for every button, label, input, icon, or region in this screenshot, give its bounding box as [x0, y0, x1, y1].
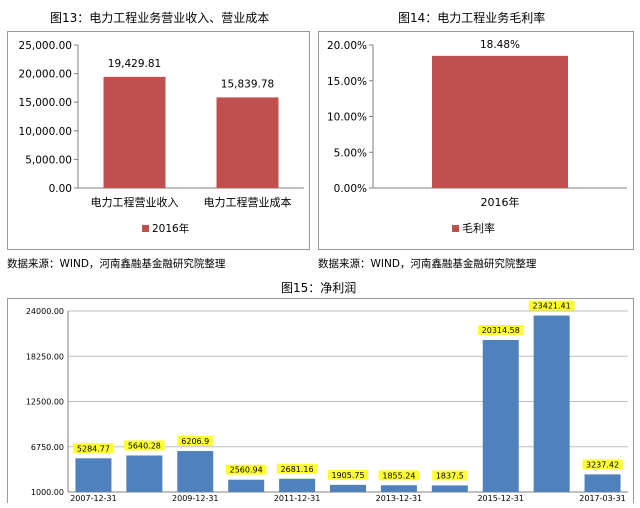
chart-14-panel: 20.00% 15.00% 10.00% 5.00% 0.00% 18.48% 2016年毛…: [318, 31, 634, 250]
x-tick-label: 2007-12-31: [70, 494, 117, 503]
x-tick-label: 2017-03-31: [579, 494, 626, 503]
legend-label: 毛利率: [462, 221, 495, 235]
data-label-bg: [582, 459, 623, 470]
bar-7: [380, 485, 417, 492]
figure-13-title: 图13：电力工程业务营业收入、营业成本: [50, 11, 270, 25]
y-tick-label: 24000.00: [26, 307, 64, 316]
x-category-label: 电力工程营业收入: [91, 195, 179, 209]
bar-10: [533, 315, 570, 492]
figure-13-source: 数据来源：WIND，河南鑫融基金融研究院整理: [7, 258, 226, 270]
figure-14-source: 数据来源：WIND，河南鑫融基金融研究院整理: [318, 258, 537, 270]
x-category-label: 电力工程营业成本: [204, 195, 292, 209]
data-label: 5640.28: [128, 441, 161, 450]
bar-2: [126, 455, 163, 492]
chart-15-panel: 24000.00 18250.00 12500.00 6750.00 1000.00 52…: [7, 298, 634, 503]
y-tick-label: 10,000.00: [19, 126, 72, 138]
data-label: 3237.42: [586, 460, 619, 469]
data-label-bg: [124, 440, 165, 451]
y-tick-label: 20,000.00: [19, 69, 72, 81]
y-tick-label: 20.00%: [327, 40, 367, 52]
legend-label: 2016年: [152, 222, 189, 235]
data-label-bg: [276, 463, 318, 474]
data-label: 1837.5: [436, 471, 464, 480]
data-label: 1855.24: [382, 471, 415, 480]
chart-13-panel: 25,000.00 20,000.00 15,000.00 10,000.00 5,00…: [7, 31, 310, 250]
data-label: 20314.58: [482, 326, 520, 335]
data-label-bg: [177, 436, 213, 447]
y-tick-label: 15.00%: [327, 76, 367, 88]
data-label-bg: [432, 470, 468, 481]
y-tick-label: 0.00%: [334, 183, 367, 195]
bar-3: [177, 451, 214, 492]
x-tick-label: 2015-12-31: [477, 494, 524, 503]
data-label-bg: [73, 443, 114, 454]
data-label-bg: [327, 469, 369, 480]
data-label-bg: [378, 470, 420, 481]
data-label: 15,839.78: [221, 78, 274, 90]
data-label: 23421.41: [533, 302, 571, 311]
y-tick-label: 5,000.00: [25, 154, 72, 166]
y-tick-label: 6750.00: [31, 443, 64, 452]
y-tick-label: 15,000.00: [19, 97, 72, 109]
legend-swatch: [142, 225, 149, 232]
y-tick-label: 0.00: [49, 183, 72, 195]
chart-14-svg: 20.00% 15.00% 10.00% 5.00% 0.00% 18.48% 2016年毛…: [327, 39, 627, 235]
data-label: 1905.75: [331, 471, 364, 480]
bar-5: [279, 478, 316, 492]
y-tick-label: 25,000.00: [19, 40, 72, 52]
bar-1: [75, 458, 112, 492]
x-tick-label: 2013-12-31: [376, 494, 423, 503]
figure-14-title: 图14：电力工程业务毛利率: [398, 11, 546, 25]
bar-2: [216, 97, 279, 188]
chart-13-svg: 25,000.00 20,000.00 15,000.00 10,000.00 5,00…: [19, 40, 304, 235]
data-label-bg: [477, 325, 524, 336]
data-label: 5284.77: [77, 444, 110, 453]
data-label: 2560.94: [230, 466, 263, 475]
data-label: 18.48%: [480, 39, 520, 51]
bar-9: [482, 340, 519, 492]
y-tick-label: 10.00%: [327, 112, 367, 124]
bar-6: [330, 484, 366, 492]
data-label: 2681.16: [281, 465, 314, 474]
data-label: 19,429.81: [108, 58, 161, 70]
x-tick-label: 2009-12-31: [172, 494, 219, 503]
bar-8: [431, 485, 468, 492]
legend-swatch: [452, 225, 459, 232]
figure-15-title: 图15：净利润: [281, 281, 357, 295]
data-label-bg: [225, 464, 267, 475]
x-category-label: 2016年: [481, 195, 520, 209]
x-tick-label: 2011-12-31: [274, 494, 321, 503]
y-tick-label: 12500.00: [26, 398, 64, 407]
bar-1: [103, 76, 166, 188]
data-label: 6206.9: [181, 437, 209, 446]
bar-1: [432, 55, 568, 189]
bar-11: [584, 474, 621, 492]
chart-15-svg: 24000.00 18250.00 12500.00 6750.00 1000.00 52…: [26, 300, 628, 503]
y-tick-label: 5.00%: [334, 147, 367, 159]
y-tick-label: 18250.00: [26, 352, 64, 361]
bar-4: [228, 479, 265, 492]
y-tick-label: 1000.00: [31, 488, 64, 497]
data-label-bg: [528, 300, 575, 311]
